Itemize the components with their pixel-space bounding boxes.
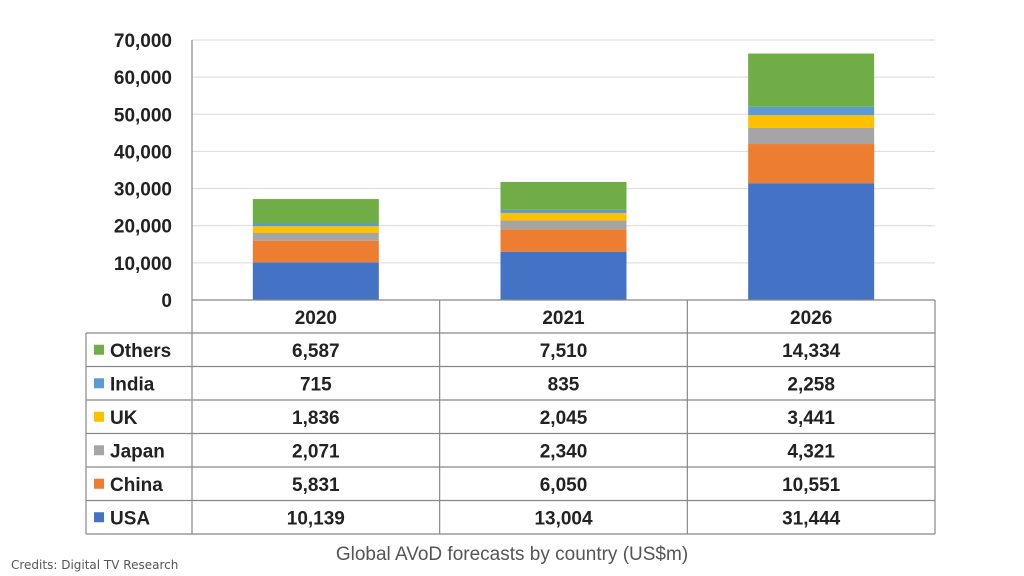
legend-label: China bbox=[110, 475, 163, 496]
data-label: 10,551 bbox=[782, 475, 841, 496]
y-tick-label: 70,000 bbox=[114, 31, 172, 52]
y-tick-label: 10,000 bbox=[114, 254, 172, 275]
bar-segment-india bbox=[252, 223, 379, 227]
data-label: 3,441 bbox=[787, 408, 835, 429]
data-label: 2,071 bbox=[292, 441, 340, 462]
bar-segment-india bbox=[500, 209, 627, 213]
legend-key-japan bbox=[94, 445, 104, 456]
y-tick-label: 0 bbox=[161, 291, 172, 312]
bar-segment-others bbox=[500, 181, 627, 210]
data-label: 4,321 bbox=[787, 441, 835, 462]
legend-key-china bbox=[94, 478, 104, 489]
data-label: 2,340 bbox=[540, 441, 588, 462]
data-label: 835 bbox=[548, 374, 580, 395]
data-label: 715 bbox=[300, 374, 332, 395]
bar-segment-japan bbox=[500, 220, 627, 230]
data-label: 10,139 bbox=[287, 508, 345, 529]
data-label: 2,258 bbox=[787, 374, 835, 395]
legend-key-usa bbox=[94, 512, 104, 523]
bar-segment-japan bbox=[252, 232, 379, 241]
y-tick-label: 50,000 bbox=[114, 105, 172, 126]
bar-segment-usa bbox=[252, 262, 379, 300]
bar-segment-uk bbox=[500, 212, 627, 221]
data-label: 7,510 bbox=[540, 341, 588, 362]
data-label: 6,587 bbox=[292, 341, 340, 362]
bar-segment-india bbox=[748, 106, 875, 116]
credits-text: Credits: Digital TV Research bbox=[11, 558, 179, 572]
bar-segment-usa bbox=[748, 183, 875, 300]
x-category-label: 2020 bbox=[295, 308, 337, 329]
bar-segment-japan bbox=[748, 127, 875, 145]
data-label: 13,004 bbox=[534, 508, 593, 529]
data-label: 2,045 bbox=[540, 408, 588, 429]
data-label: 5,831 bbox=[292, 475, 340, 496]
bar-segment-others bbox=[252, 199, 379, 224]
bar-segment-uk bbox=[748, 115, 875, 128]
legend-key-india bbox=[94, 378, 104, 389]
bar-segment-uk bbox=[252, 226, 379, 233]
bar-segment-china bbox=[252, 240, 379, 263]
bar-segment-china bbox=[748, 144, 875, 184]
y-tick-label: 30,000 bbox=[114, 180, 172, 201]
bar-segment-others bbox=[748, 53, 875, 107]
legend-key-uk bbox=[94, 411, 104, 422]
x-category-label: 2026 bbox=[790, 308, 832, 329]
y-tick-label: 20,000 bbox=[114, 217, 172, 238]
legend-label: USA bbox=[110, 508, 150, 529]
legend-key-others bbox=[94, 344, 104, 355]
x-category-label: 2021 bbox=[542, 308, 585, 329]
bar-segment-china bbox=[500, 229, 627, 252]
data-label: 31,444 bbox=[782, 508, 841, 529]
data-label: 14,334 bbox=[782, 341, 841, 362]
legend-label: UK bbox=[110, 408, 138, 429]
y-tick-label: 60,000 bbox=[114, 68, 172, 89]
chart-caption: Global AVoD forecasts by country (US$m) bbox=[335, 544, 689, 565]
y-tick-label: 40,000 bbox=[114, 142, 172, 163]
legend-label: India bbox=[110, 374, 155, 395]
legend-label: Japan bbox=[110, 441, 165, 462]
bar-segment-usa bbox=[500, 251, 627, 300]
data-label: 6,050 bbox=[540, 475, 588, 496]
legend-label: Others bbox=[110, 341, 171, 362]
data-label: 1,836 bbox=[292, 408, 340, 429]
